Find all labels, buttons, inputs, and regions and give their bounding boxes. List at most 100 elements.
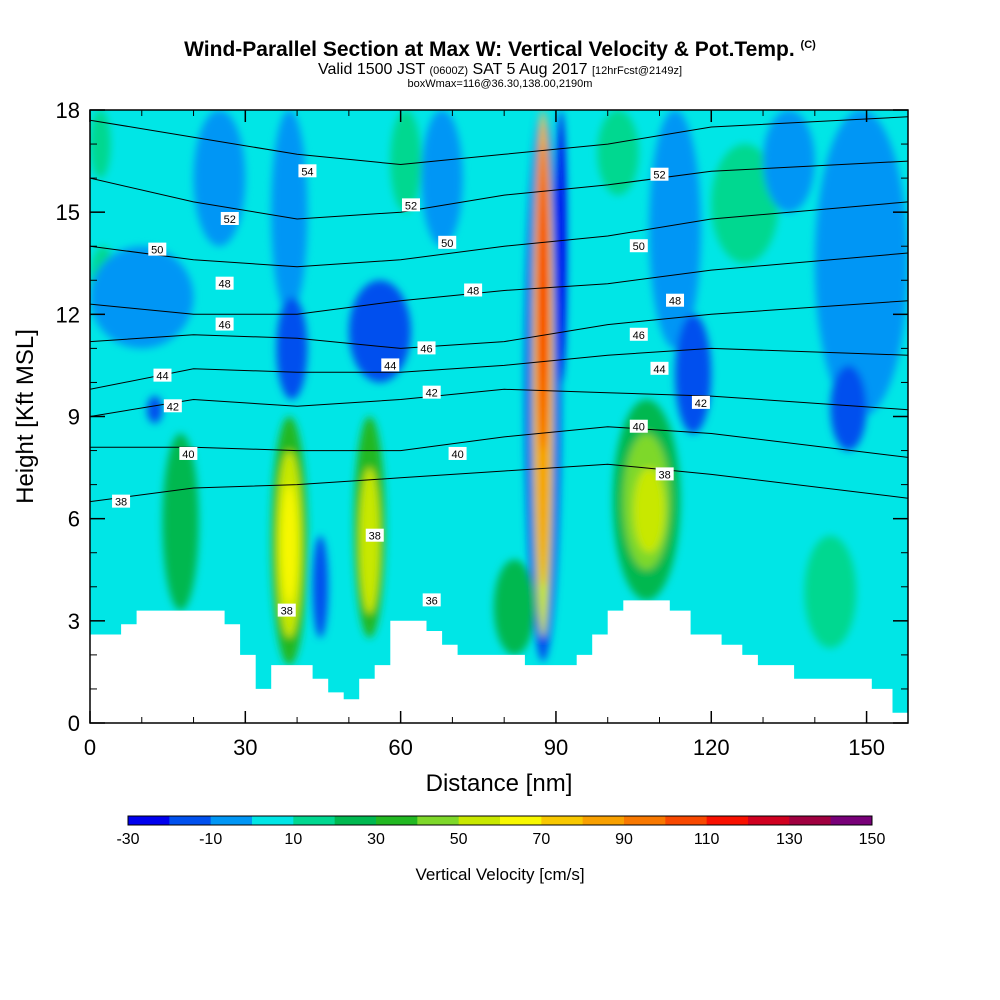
w-cell [541, 178, 546, 383]
colorbar-tick-label: 130 [776, 831, 803, 848]
theta-label-text: 52 [224, 214, 236, 226]
theta-label: 50 [148, 242, 167, 257]
colorbar-swatch [624, 816, 666, 825]
colorbar-tick-label: 70 [532, 831, 550, 848]
w-cell [649, 110, 701, 349]
theta-contour-44 [90, 347, 908, 390]
theta-label: 48 [464, 283, 483, 297]
w-cell [348, 280, 411, 383]
w-cell [493, 559, 536, 655]
y-tick-label: 0 [68, 711, 80, 736]
theta-label: 36 [422, 593, 441, 607]
terrain [90, 600, 908, 723]
theta-label: 44 [650, 361, 669, 376]
w-cell [555, 110, 567, 383]
y-tick-label: 3 [68, 609, 80, 634]
colorbar-swatch [128, 816, 170, 825]
theta-contour-38 [90, 463, 908, 503]
colorbar-swatch [252, 816, 294, 825]
theta-label-bg [417, 341, 436, 355]
theta-label-bg [650, 167, 669, 181]
theta-label-bg [220, 211, 239, 225]
theta-label-bg [153, 368, 172, 382]
colorbar-tick-label: 30 [367, 831, 385, 848]
contour-labels: 54 52 52 52 50 50 50 48 48 48 46 46 46 44 44 44 42 42 42 40… [112, 164, 710, 618]
theta-label-bg [112, 494, 131, 508]
theta-label-bg [438, 235, 457, 249]
w-cell [162, 433, 199, 611]
theta-label-bg [277, 603, 296, 617]
valid-fcst: [12hrFcst@2149z] [591, 65, 683, 77]
theta-contour-40 [90, 426, 908, 458]
theta-label-bg [422, 385, 441, 399]
colorbar-tick-label: 10 [284, 831, 302, 848]
y-axis-label: Height [Kft MSL] [12, 329, 39, 504]
theta-label-bg [163, 399, 182, 413]
theta-label-bg [298, 164, 317, 178]
theta-label: 54 [298, 164, 317, 178]
theta-contour-52 [90, 160, 908, 220]
box-wmax: boxWmax=116@36.30,138.00,2190m [407, 78, 593, 90]
colorbar-swatch [665, 816, 708, 825]
theta-label-text: 44 [156, 371, 168, 383]
theta-label: 42 [422, 385, 441, 400]
theta-label: 40 [179, 446, 198, 461]
theta-label-bg [381, 358, 400, 372]
theta-label: 48 [666, 293, 685, 308]
w-cell [281, 484, 298, 604]
valid-utc: (0600Z) [429, 65, 468, 77]
theta-label: 40 [448, 446, 467, 461]
w-cell [312, 535, 329, 638]
theta-label-text: 48 [669, 296, 681, 308]
theta-contour-42 [90, 388, 908, 417]
theta-label: 40 [629, 419, 648, 434]
theta-label-bg [629, 419, 648, 433]
theta-label: 42 [163, 399, 182, 413]
w-cell [804, 535, 857, 649]
y-tick-label: 6 [68, 507, 80, 532]
theta-label: 44 [381, 358, 400, 372]
theta-label-text: 50 [441, 238, 453, 250]
colorbar-swatch [169, 816, 212, 825]
chart-title-badge: (C) [800, 39, 816, 51]
colorbar-swatch [582, 816, 625, 825]
colorbar-tick-label: 150 [859, 831, 886, 848]
colorbar-tick-label: -30 [116, 831, 139, 848]
theta-label-text: 46 [218, 320, 230, 332]
w-cell [633, 467, 665, 553]
w-cell [675, 314, 712, 434]
w-cell [271, 110, 308, 315]
w-cell [90, 246, 194, 349]
w-cell [421, 110, 463, 247]
colorbar-tick-label: 110 [694, 831, 720, 848]
theta-label-bg [365, 528, 384, 542]
colorbar-swatch [334, 816, 377, 825]
colorbar-swatch [417, 816, 460, 825]
colorbar-swatch [748, 816, 790, 825]
theta-label-text: 38 [281, 606, 293, 618]
theta-contour-50 [90, 201, 908, 268]
theta-label-text: 52 [405, 200, 417, 212]
theta-label-bg [401, 198, 420, 212]
colorbar-swatch [541, 816, 584, 825]
colorbar-tick-label: 90 [615, 831, 633, 848]
theta-label: 42 [691, 395, 710, 410]
valid-date: SAT 5 Aug 2017 [472, 61, 588, 78]
theta-label-text: 38 [115, 497, 127, 509]
theta-label-bg [448, 446, 467, 460]
colorbar: -30 -10 10 30 50 70 90 110 130 150 Vertical Veloci… [116, 815, 886, 884]
theta-label-text: 38 [369, 531, 381, 543]
theta-label: 38 [365, 528, 384, 543]
theta-label-text: 42 [167, 401, 179, 413]
theta-label: 46 [629, 327, 648, 342]
colorbar-swatch [789, 816, 832, 825]
theta-label-text: 44 [653, 364, 665, 376]
theta-label-bg [215, 276, 234, 290]
colorbar-title: Vertical Velocity [cm/s] [415, 865, 584, 884]
theta-label-bg [650, 361, 669, 375]
theta-label-text: 42 [426, 388, 438, 400]
theta-label-bg [655, 467, 674, 481]
theta-label-text: 48 [467, 285, 479, 297]
colorbar-swatch [830, 816, 873, 825]
